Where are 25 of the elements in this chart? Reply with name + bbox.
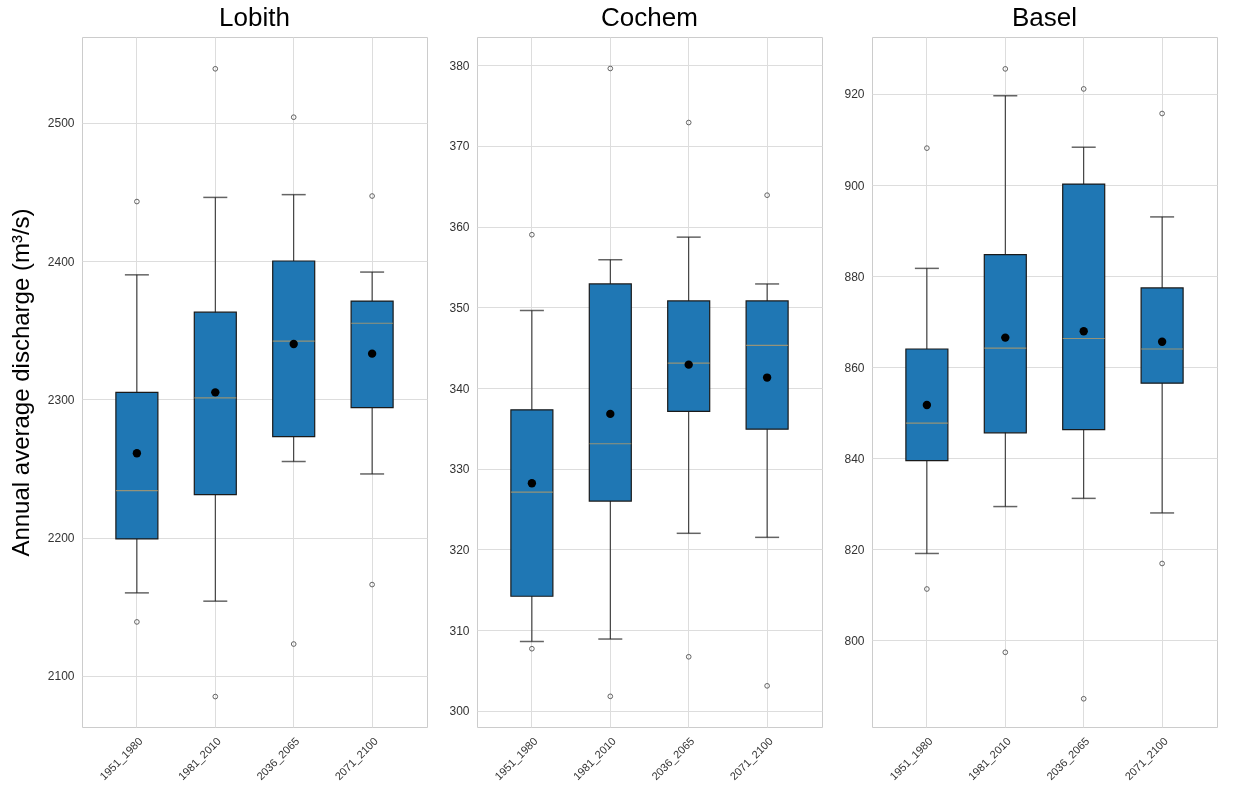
y-tick-label: 320	[449, 542, 470, 557]
chart-title: Basel	[1011, 2, 1078, 32]
y-tick-label: 840	[844, 451, 865, 466]
y-tick-label: 2200	[47, 531, 75, 546]
y-tick-label: 2100	[47, 669, 75, 684]
y-tick-label: 820	[844, 542, 865, 557]
y-tick-label: 300	[449, 704, 470, 719]
y-tick-label: 2400	[47, 254, 75, 269]
y-tick-label: 2300	[47, 392, 75, 407]
y-tick-label: 800	[844, 633, 865, 648]
chart-title: Cochem	[601, 2, 698, 32]
chart-title: Lobith	[219, 2, 290, 32]
y-tick-label: 2500	[47, 116, 75, 131]
y-tick-label: 360	[449, 220, 470, 235]
y-tick-label: 370	[449, 139, 470, 154]
y-tick-label: 900	[844, 178, 865, 193]
y-tick-label: 880	[844, 269, 865, 284]
y-tick-label: 350	[449, 300, 470, 315]
y-tick-label: 330	[449, 462, 470, 477]
y-tick-label: 860	[844, 360, 865, 375]
y-tick-label: 310	[449, 623, 470, 638]
y-tick-label: 340	[449, 381, 470, 396]
y-tick-label: 380	[449, 58, 470, 73]
y-axis-title: Annual average discharge (m³/s)	[6, 208, 34, 557]
y-tick-label: 920	[844, 87, 865, 102]
